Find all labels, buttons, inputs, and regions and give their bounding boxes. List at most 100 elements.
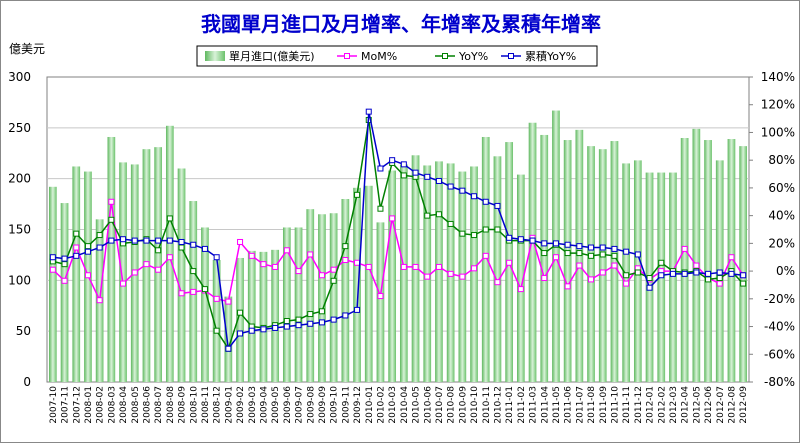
legend-label: 累積YoY% — [525, 49, 576, 63]
import-bar — [528, 122, 537, 382]
x-tick-label: 2010-05 — [412, 386, 422, 424]
import-bar — [72, 166, 81, 382]
yoy-point — [237, 309, 244, 316]
yoy-point — [143, 237, 150, 244]
mom-point — [599, 269, 606, 276]
import-bar — [294, 227, 303, 382]
yoy-point — [471, 232, 478, 239]
yoy-point — [166, 237, 173, 244]
mom-point — [307, 251, 314, 258]
import-bar — [119, 162, 127, 382]
x-tick-label: 2008-01 — [84, 386, 94, 424]
x-tick-label: 2011-12 — [634, 386, 644, 424]
x-tick-label: 2012-01 — [646, 386, 656, 424]
import-bar — [165, 125, 174, 383]
yoy-point — [517, 236, 524, 243]
right-tick-label: -20% — [764, 292, 795, 306]
yoy-point — [646, 275, 653, 282]
mom-point — [459, 273, 466, 280]
mom-point — [471, 265, 478, 272]
yoy-point — [84, 243, 91, 250]
yoy-point — [634, 269, 641, 276]
yoy-point — [178, 238, 185, 245]
import-bar — [692, 128, 701, 382]
x-tick-label: 2012-02 — [657, 386, 667, 424]
import-bar — [306, 209, 315, 382]
x-tick-label: 2009-02 — [236, 386, 246, 424]
yoy-point — [599, 251, 606, 258]
yoy-point — [541, 250, 548, 257]
yoy-point — [237, 330, 244, 337]
x-tick-label: 2010-01 — [365, 386, 375, 424]
yoy-point — [283, 323, 290, 330]
x-tick-label: 2008-06 — [142, 386, 152, 424]
x-tick-label: 2009-09 — [318, 386, 328, 424]
x-tick-label: 2008-10 — [189, 386, 199, 424]
mom-point — [354, 259, 361, 266]
right-tick-label: 40% — [768, 209, 795, 223]
x-tick-label: 2011-02 — [517, 386, 527, 424]
x-tick-label: 2010-08 — [447, 386, 457, 424]
yoy-point — [73, 252, 80, 259]
yoy-point — [435, 177, 442, 184]
mom-point — [435, 263, 442, 270]
mom-point — [447, 270, 454, 277]
import-bar — [282, 227, 291, 382]
mom-point — [120, 280, 127, 287]
mom-point — [588, 276, 595, 283]
yoy-point — [740, 280, 747, 287]
yoy-point — [728, 270, 735, 277]
yoy-point — [681, 270, 688, 277]
import-bar — [236, 257, 244, 382]
mom-point — [131, 269, 138, 276]
x-tick-label: 2009-12 — [353, 386, 363, 424]
yoy-point — [658, 259, 665, 266]
import-bar — [364, 185, 373, 382]
yoy-point — [400, 161, 407, 168]
mom-point — [389, 215, 396, 222]
left-axis: 0 50 100 150 200 250 300 — [8, 70, 31, 389]
import-bar — [201, 227, 209, 382]
mom-point — [552, 254, 559, 261]
x-tick-label: 2008-05 — [131, 386, 141, 424]
left-tick-label: 0 — [23, 375, 31, 389]
yoy-point — [213, 254, 220, 261]
import-bar — [598, 149, 607, 382]
yoy-point — [295, 316, 302, 323]
yoy-point — [482, 198, 489, 205]
yoy-point — [424, 212, 431, 219]
x-tick-label: 2008-11 — [201, 386, 211, 424]
yoy-point — [389, 157, 396, 164]
x-tick-label: 2011-05 — [552, 386, 562, 424]
mom-point — [728, 254, 735, 261]
mom-point — [412, 263, 419, 270]
import-bar — [341, 199, 350, 382]
left-tick-label: 250 — [8, 121, 31, 135]
import-bar — [563, 140, 572, 382]
yoy-point — [96, 232, 103, 239]
import-bar — [259, 251, 268, 382]
yoy-point — [178, 244, 185, 251]
left-axis-unit: 億美元 — [9, 42, 45, 56]
x-tick-label: 2011-06 — [564, 386, 574, 424]
x-tick-label: 2011-09 — [599, 386, 609, 424]
yoy-point — [400, 172, 407, 179]
x-tick-label: 2011-08 — [587, 386, 597, 424]
yoy-point — [588, 244, 595, 251]
import-bar — [680, 138, 689, 382]
gridlines — [47, 127, 749, 332]
yoy-point — [552, 240, 559, 247]
yoy-point — [459, 230, 466, 237]
x-tick-label: 2008-03 — [107, 386, 117, 424]
yoy-point — [529, 237, 536, 244]
yoy-point — [84, 248, 91, 255]
yoy-point — [365, 108, 372, 115]
yoy-point — [611, 245, 618, 252]
yoy-point — [166, 215, 173, 222]
import-bar — [376, 222, 385, 382]
x-tick-label: 2007-12 — [72, 386, 82, 424]
yoy-point — [260, 326, 267, 333]
yoy-point — [646, 284, 653, 291]
import-bar — [435, 161, 443, 382]
